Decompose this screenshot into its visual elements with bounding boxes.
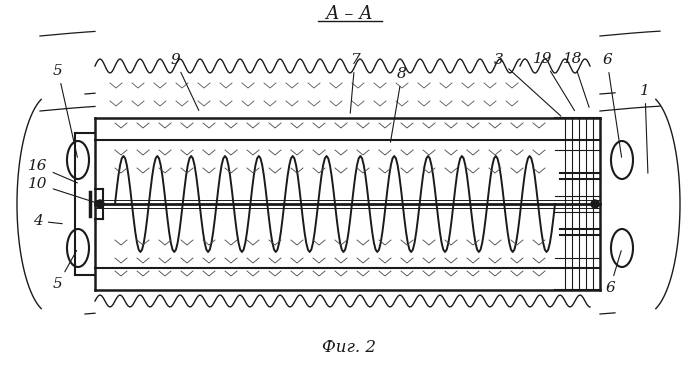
Text: 4: 4 [33,214,62,228]
Text: 7: 7 [350,53,360,113]
Text: 6: 6 [602,53,622,157]
Text: 18: 18 [563,52,589,108]
Text: 3: 3 [494,53,561,116]
Text: Фиг. 2: Фиг. 2 [322,340,376,356]
Text: 6: 6 [605,251,621,295]
Text: 19: 19 [533,52,574,111]
Text: 8: 8 [390,67,407,142]
Text: 10: 10 [28,177,97,203]
Circle shape [591,200,599,208]
Text: 5: 5 [53,64,77,157]
Text: 5: 5 [53,250,77,291]
Circle shape [96,200,104,208]
Text: 16: 16 [28,159,77,183]
Text: А – А: А – А [325,5,373,23]
Text: 9: 9 [170,53,199,111]
Text: 1: 1 [640,84,650,173]
